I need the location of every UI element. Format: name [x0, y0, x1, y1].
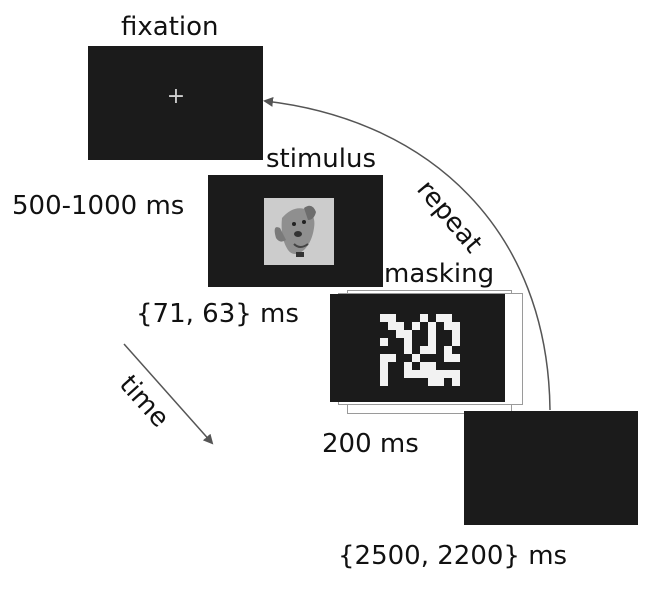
- noise-cell: [428, 330, 436, 338]
- noise-cell: [444, 314, 452, 322]
- noise-cell: [436, 314, 444, 322]
- blank-screen: [464, 411, 638, 525]
- noise-cell: [388, 354, 396, 362]
- noise-cell: [452, 338, 460, 346]
- noise-cell: [420, 314, 428, 322]
- noise-cell: [404, 362, 412, 370]
- stimulus-label: stimulus: [266, 144, 377, 174]
- noise-cell: [396, 330, 404, 338]
- noise-cell: [404, 370, 412, 378]
- noise-cell: [452, 322, 460, 330]
- noise-cell: [420, 362, 428, 370]
- noise-cell: [420, 370, 428, 378]
- noise-cell: [404, 346, 412, 354]
- noise-cell: [428, 346, 436, 354]
- noise-cell: [444, 346, 452, 354]
- noise-cell: [420, 346, 428, 354]
- noise-cell: [428, 378, 436, 386]
- time-arrow: [123, 343, 214, 445]
- repeat-arrow: [263, 96, 551, 411]
- noise-cell: [452, 330, 460, 338]
- noise-cell: [428, 322, 436, 330]
- masking-label: masking: [384, 259, 495, 289]
- noise-cell: [380, 370, 388, 378]
- stimulus-screen: [208, 175, 383, 287]
- noise-cell: [444, 322, 452, 330]
- noise-cell: [428, 338, 436, 346]
- fixation-duration: 500-1000 ms: [12, 191, 185, 221]
- noise-cell: [388, 322, 396, 330]
- noise-cell: [452, 378, 460, 386]
- noise-cell: [380, 338, 388, 346]
- noise-cell: [412, 322, 420, 330]
- dog-image: [264, 198, 334, 265]
- noise-mask: [380, 314, 460, 386]
- fixation-cross: +: [166, 84, 186, 109]
- noise-cell: [452, 370, 460, 378]
- noise-cell: [444, 354, 452, 362]
- noise-cell: [404, 330, 412, 338]
- fixation-screen: +: [88, 46, 263, 160]
- noise-cell: [436, 370, 444, 378]
- masking-screen: [330, 294, 505, 402]
- noise-cell: [380, 314, 388, 322]
- noise-cell: [388, 314, 396, 322]
- noise-cell: [428, 370, 436, 378]
- noise-cell: [380, 362, 388, 370]
- stimulus-duration: {71, 63} ms: [136, 299, 299, 329]
- masking-duration: 200 ms: [322, 429, 419, 459]
- noise-cell: [436, 378, 444, 386]
- noise-cell: [412, 370, 420, 378]
- noise-cell: [404, 338, 412, 346]
- fixation-label: fixation: [121, 12, 219, 42]
- noise-cell: [380, 378, 388, 386]
- noise-cell: [452, 354, 460, 362]
- noise-cell: [444, 370, 452, 378]
- noise-cell: [428, 362, 436, 370]
- blank-duration: {2500, 2200} ms: [338, 541, 568, 571]
- noise-cell: [412, 354, 420, 362]
- noise-cell: [380, 354, 388, 362]
- noise-cell: [396, 322, 404, 330]
